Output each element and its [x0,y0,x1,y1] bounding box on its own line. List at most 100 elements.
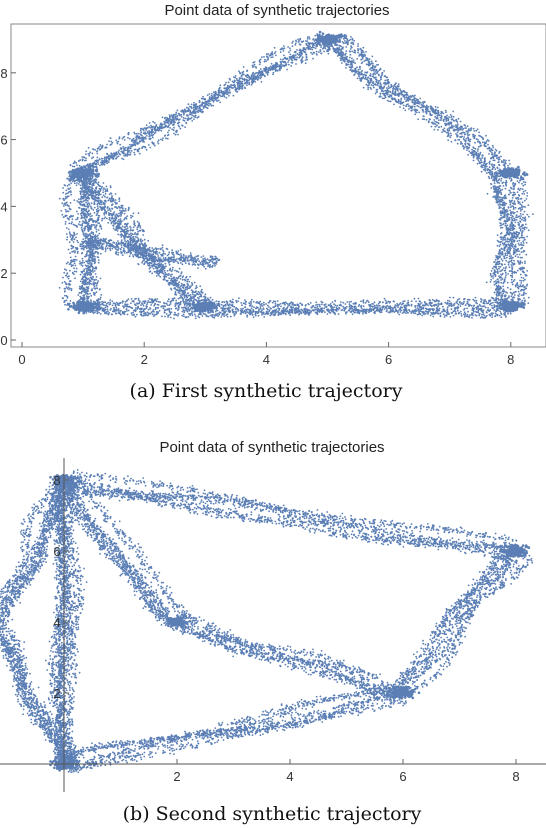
scatter-point [445,110,447,112]
scatter-point [505,276,507,278]
scatter-point [392,90,394,92]
scatter-point [505,225,507,227]
scatter-point [224,88,226,90]
scatter-point [376,91,378,93]
scatter-point [444,116,446,118]
scatter-point [287,61,289,63]
scatter-point [175,131,177,133]
scatter-point [338,50,340,52]
scatter-point [497,170,499,172]
scatter-point [229,85,231,87]
scatter-point [361,51,363,53]
scatter-point [246,84,248,86]
scatter-point [193,115,195,117]
scatter-point [371,60,373,62]
scatter-point [219,102,221,104]
scatter-point [493,281,495,283]
scatter-point [511,282,513,284]
scatter-point [387,94,389,96]
scatter-point [212,105,214,107]
scatter-point [358,49,360,51]
scatter-point [140,130,142,132]
scatter-point [284,57,286,59]
scatter-point [178,308,180,310]
scatter-point [115,139,117,141]
scatter-point [507,273,509,275]
scatter-point [494,160,496,162]
scatter-point [268,310,270,312]
scatter-point [99,165,101,167]
scatter-point [289,47,291,49]
scatter-point [521,294,523,296]
scatter-point [251,84,253,86]
scatter-point [394,94,396,96]
scatter-point [487,193,489,195]
scatter-point [436,110,438,112]
scatter-point [360,59,362,61]
scatter-point [175,305,177,307]
scatter-point [383,85,385,87]
scatter-point [108,140,110,142]
scatter-point [222,91,224,93]
scatter-point [294,59,296,61]
scatter-point [495,264,497,266]
scatter-point [441,126,443,128]
scatter-point [468,134,470,136]
scatter-point [474,150,476,152]
scatter-point [526,195,528,197]
scatter-point [437,129,439,131]
scatter-point [168,124,170,126]
scatter-point [504,210,506,212]
scatter-point [299,313,301,315]
scatter-point [326,50,328,52]
scatter-point [239,84,241,86]
scatter-point [523,193,525,195]
scatter-point [167,138,169,140]
scatter-point [504,161,506,163]
scatter-point [195,109,197,111]
scatter-point [468,128,470,130]
scatter-point [173,118,175,120]
scatter-point [386,307,388,309]
scatter-point [372,70,374,72]
scatter-point [253,79,255,81]
scatter-point [510,288,512,290]
scatter-point [514,222,516,224]
chart-a-points [59,31,534,320]
scatter-point [389,95,391,97]
scatter-point [340,60,342,62]
scatter-point [141,135,143,137]
scatter-point [505,188,507,190]
scatter-point [496,155,498,157]
scatter-point [349,66,351,68]
scatter-point [482,141,484,143]
scatter-point [194,313,196,315]
scatter-point [295,41,297,43]
scatter-point [497,198,499,200]
scatter-point [139,138,141,140]
scatter-point [495,186,497,188]
scatter-point [133,140,135,142]
scatter-point [458,139,460,141]
scatter-point [408,105,410,107]
scatter-point [497,245,499,247]
scatter-point [500,156,502,158]
scatter-point [167,135,169,137]
scatter-point [457,143,459,145]
scatter-point [294,308,296,310]
scatter-point [526,236,528,238]
scatter-point [230,87,232,89]
scatter-point [496,294,498,296]
scatter-point [397,89,399,91]
scatter-point [480,310,482,312]
scatter-point [397,86,399,88]
scatter-point [140,128,142,130]
scatter-point [257,79,259,81]
scatter-point [503,223,505,225]
scatter-point [394,83,396,85]
scatter-point [145,147,147,149]
scatter-point [376,69,378,71]
scatter-point [508,160,510,162]
scatter-point [270,68,272,70]
scatter-point [234,85,236,87]
